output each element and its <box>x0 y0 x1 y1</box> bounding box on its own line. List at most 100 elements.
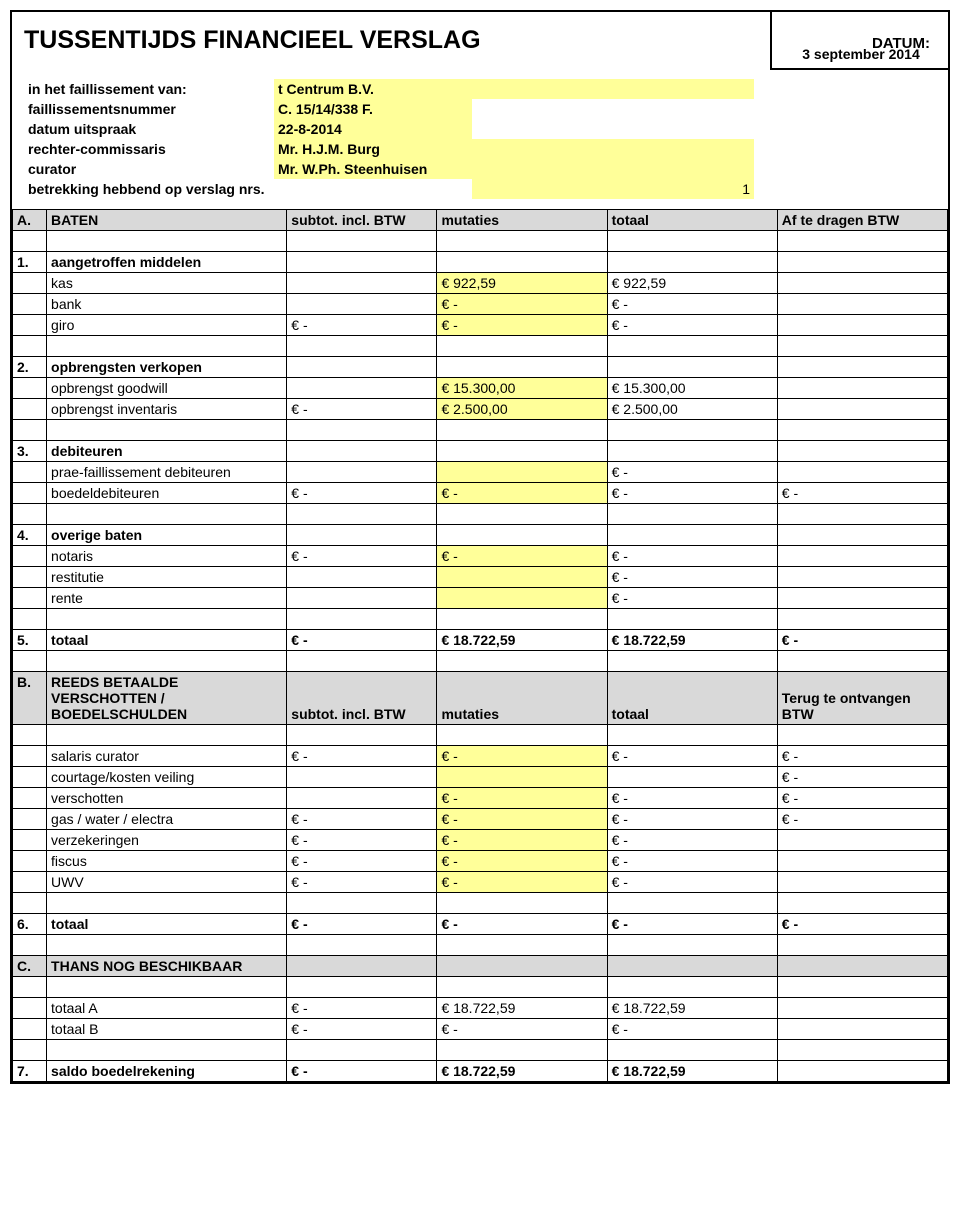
meta-label: betrekking hebbend op verslag nrs. <box>24 179 472 199</box>
section-title: REEDS BETAALDE VERSCHOTTEN / BOEDELSCHUL… <box>47 672 287 725</box>
cell-totaal: € - <box>607 830 777 851</box>
row-idx: 7. <box>13 1061 47 1082</box>
row-label: courtage/kosten veiling <box>47 767 287 788</box>
cell-subtot: € - <box>287 830 437 851</box>
meta-value: Mr. H.J.M. Burg <box>274 139 754 159</box>
cell-mutaties: € 18.722,59 <box>437 998 607 1019</box>
cell-subtot: € - <box>287 998 437 1019</box>
cell-subtot: € - <box>287 872 437 893</box>
row-idx: 5. <box>13 630 47 651</box>
row-title: totaal <box>47 914 287 935</box>
cell-subtot: € - <box>287 630 437 651</box>
row-title: overige baten <box>47 525 287 546</box>
datum-value: 3 september 2014 <box>770 10 950 70</box>
cell-totaal: € - <box>607 788 777 809</box>
row-label: fiscus <box>47 851 287 872</box>
row-title: debiteuren <box>47 441 287 462</box>
meta-label: curator <box>24 159 274 179</box>
cell-mutaties: € 18.722,59 <box>437 630 607 651</box>
cell-totaal: € - <box>607 588 777 609</box>
cell-subtot: € - <box>287 483 437 504</box>
row-label: UWV <box>47 872 287 893</box>
meta-value: Mr. W.Ph. Steenhuisen <box>274 159 754 179</box>
row-label: totaal A <box>47 998 287 1019</box>
row-title: opbrengsten verkopen <box>47 357 287 378</box>
cell-totaal: € 15.300,00 <box>607 378 777 399</box>
meta-value: C. 15/14/338 F. <box>274 99 472 119</box>
row-label: opbrengst inventaris <box>47 399 287 420</box>
meta-label: rechter-commissaris <box>24 139 274 159</box>
meta-value: 1 <box>472 179 754 199</box>
page-title: TUSSENTIJDS FINANCIEEL VERSLAG <box>24 26 826 55</box>
cell-totaal: € - <box>607 483 777 504</box>
row-idx: 1. <box>13 252 47 273</box>
meta-table: in het faillissement van: t Centrum B.V.… <box>24 79 754 199</box>
row-label: rente <box>47 588 287 609</box>
cell-totaal: € - <box>607 462 777 483</box>
section-idx: C. <box>13 956 47 977</box>
row-title: totaal <box>47 630 287 651</box>
section-title: THANS NOG BESCHIKBAAR <box>47 956 287 977</box>
cell-mutaties: € 2.500,00 <box>437 399 607 420</box>
row-idx: 6. <box>13 914 47 935</box>
col-header: Terug te ontvangen BTW <box>777 672 947 725</box>
section-idx: A. <box>13 210 47 231</box>
row-label: boedeldebiteuren <box>47 483 287 504</box>
meta-value: t Centrum B.V. <box>274 79 754 99</box>
cell-subtot: € - <box>287 809 437 830</box>
header-block: TUSSENTIJDS FINANCIEEL VERSLAG DATUM: 3 … <box>12 12 948 209</box>
row-label: opbrengst goodwill <box>47 378 287 399</box>
cell-btw: € - <box>777 914 947 935</box>
cell-totaal: € 18.722,59 <box>607 998 777 1019</box>
col-header: subtot. incl. BTW <box>287 672 437 725</box>
cell-totaal: € - <box>607 746 777 767</box>
cell-btw: € - <box>777 483 947 504</box>
row-label: notaris <box>47 546 287 567</box>
row-label: prae-faillissement debiteuren <box>47 462 287 483</box>
cell-subtot: € - <box>287 914 437 935</box>
cell-subtot: € - <box>287 546 437 567</box>
cell-subtot: € - <box>287 851 437 872</box>
cell-totaal: € - <box>607 1019 777 1040</box>
cell-totaal: € 2.500,00 <box>607 399 777 420</box>
cell-totaal: € - <box>607 809 777 830</box>
col-header: totaal <box>607 672 777 725</box>
row-title: aangetroffen middelen <box>47 252 287 273</box>
section-idx: B. <box>13 672 47 725</box>
cell-mutaties: € 15.300,00 <box>437 378 607 399</box>
row-label: verschotten <box>47 788 287 809</box>
cell-totaal: € 18.722,59 <box>607 1061 777 1082</box>
cell-btw: € - <box>777 788 947 809</box>
report-page: TUSSENTIJDS FINANCIEEL VERSLAG DATUM: 3 … <box>10 10 950 1084</box>
cell-mutaties: € - <box>437 483 607 504</box>
meta-label: faillissementsnummer <box>24 99 274 119</box>
cell-mutaties: € - <box>437 851 607 872</box>
row-label: kas <box>47 273 287 294</box>
col-header: mutaties <box>437 672 607 725</box>
meta-label: in het faillissement van: <box>24 79 274 99</box>
cell-mutaties: € - <box>437 872 607 893</box>
row-label: bank <box>47 294 287 315</box>
cell-totaal: € - <box>607 872 777 893</box>
cell-mutaties: € - <box>437 830 607 851</box>
cell-subtot: € - <box>287 315 437 336</box>
section-title: BATEN <box>47 210 287 231</box>
cell-mutaties: € - <box>437 788 607 809</box>
row-idx: 3. <box>13 441 47 462</box>
cell-mutaties: € - <box>437 746 607 767</box>
row-idx: 4. <box>13 525 47 546</box>
cell-totaal: € - <box>607 567 777 588</box>
cell-totaal: € 922,59 <box>607 273 777 294</box>
cell-mutaties: € 922,59 <box>437 273 607 294</box>
row-label: salaris curator <box>47 746 287 767</box>
cell-subtot: € - <box>287 399 437 420</box>
row-label: totaal B <box>47 1019 287 1040</box>
cell-mutaties: € - <box>437 1019 607 1040</box>
cell-totaal: € - <box>607 294 777 315</box>
cell-totaal: € - <box>607 851 777 872</box>
row-title: saldo boedelrekening <box>47 1061 287 1082</box>
cell-mutaties: € - <box>437 546 607 567</box>
cell-totaal: € - <box>607 315 777 336</box>
col-header: totaal <box>607 210 777 231</box>
meta-label: datum uitspraak <box>24 119 274 139</box>
